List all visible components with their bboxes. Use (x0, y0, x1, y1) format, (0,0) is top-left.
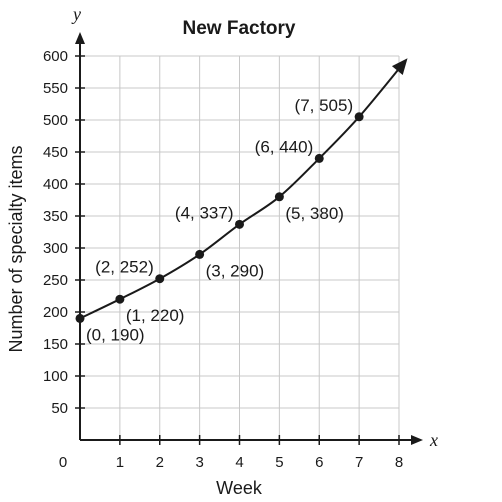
point-label: (1, 220) (126, 306, 185, 325)
point-label: (4, 337) (175, 203, 234, 222)
x-tick-label: 7 (355, 454, 363, 471)
y-tick-label: 250 (43, 272, 68, 289)
curve-arrow-icon (391, 58, 408, 76)
y-tick-label: 400 (43, 176, 68, 193)
chart-title: New Factory (183, 18, 296, 39)
axes (75, 32, 423, 445)
x-tick-label: 6 (315, 454, 323, 471)
y-tick-label: 100 (43, 368, 68, 385)
data-point (274, 192, 284, 202)
data-point (195, 249, 205, 259)
x-axis-variable: x (429, 430, 438, 450)
point-label: (0, 190) (86, 325, 145, 344)
point-label: (7, 505) (295, 96, 354, 115)
x-tick-label: 3 (195, 454, 203, 471)
y-tick-label: 50 (51, 400, 68, 417)
x-tick-label: 4 (235, 454, 243, 471)
y-tick-label: 150 (43, 336, 68, 353)
data-point (235, 219, 244, 229)
point-label: (3, 290) (206, 261, 265, 280)
grid (80, 55, 400, 440)
point-label: (2, 252) (95, 258, 154, 277)
y-tick-label: 450 (43, 144, 68, 161)
point-label: (6, 440) (255, 137, 314, 156)
y-axis-variable: y (71, 4, 81, 24)
y-axis-arrow-icon (75, 32, 85, 44)
x-tick-label: 8 (395, 454, 403, 471)
x-tick-label: 0 (59, 454, 67, 471)
y-tick-label: 200 (43, 304, 68, 321)
data-point (155, 274, 165, 284)
y-axis-title: Number of specialty items (6, 145, 26, 352)
point-labels: (0, 190)(1, 220) (2, 252) (3, 290) (4, 337)… (86, 96, 353, 345)
data-point (115, 294, 125, 304)
x-tick-label: 1 (116, 454, 124, 471)
data-point (75, 313, 85, 323)
point-label: (5, 380) (285, 204, 344, 223)
y-tick-label: 500 (43, 112, 68, 129)
x-axis-title: Week (216, 478, 263, 498)
x-axis-arrow-icon (411, 435, 423, 445)
data-point (314, 153, 324, 163)
y-tick-label: 600 (43, 48, 68, 65)
y-tick-label: 350 (43, 208, 68, 225)
y-tick-label: 550 (43, 80, 68, 97)
data-point (354, 112, 364, 122)
data-points (75, 112, 364, 323)
y-tick-label: 300 (43, 240, 68, 257)
x-tick-label: 2 (156, 454, 164, 471)
x-tick-label: 5 (275, 454, 283, 471)
tick-labels: 0 1 2 3 4 5 6 7 8 50 100 150 200 250 300 350 400 450 500 55… (43, 48, 403, 471)
